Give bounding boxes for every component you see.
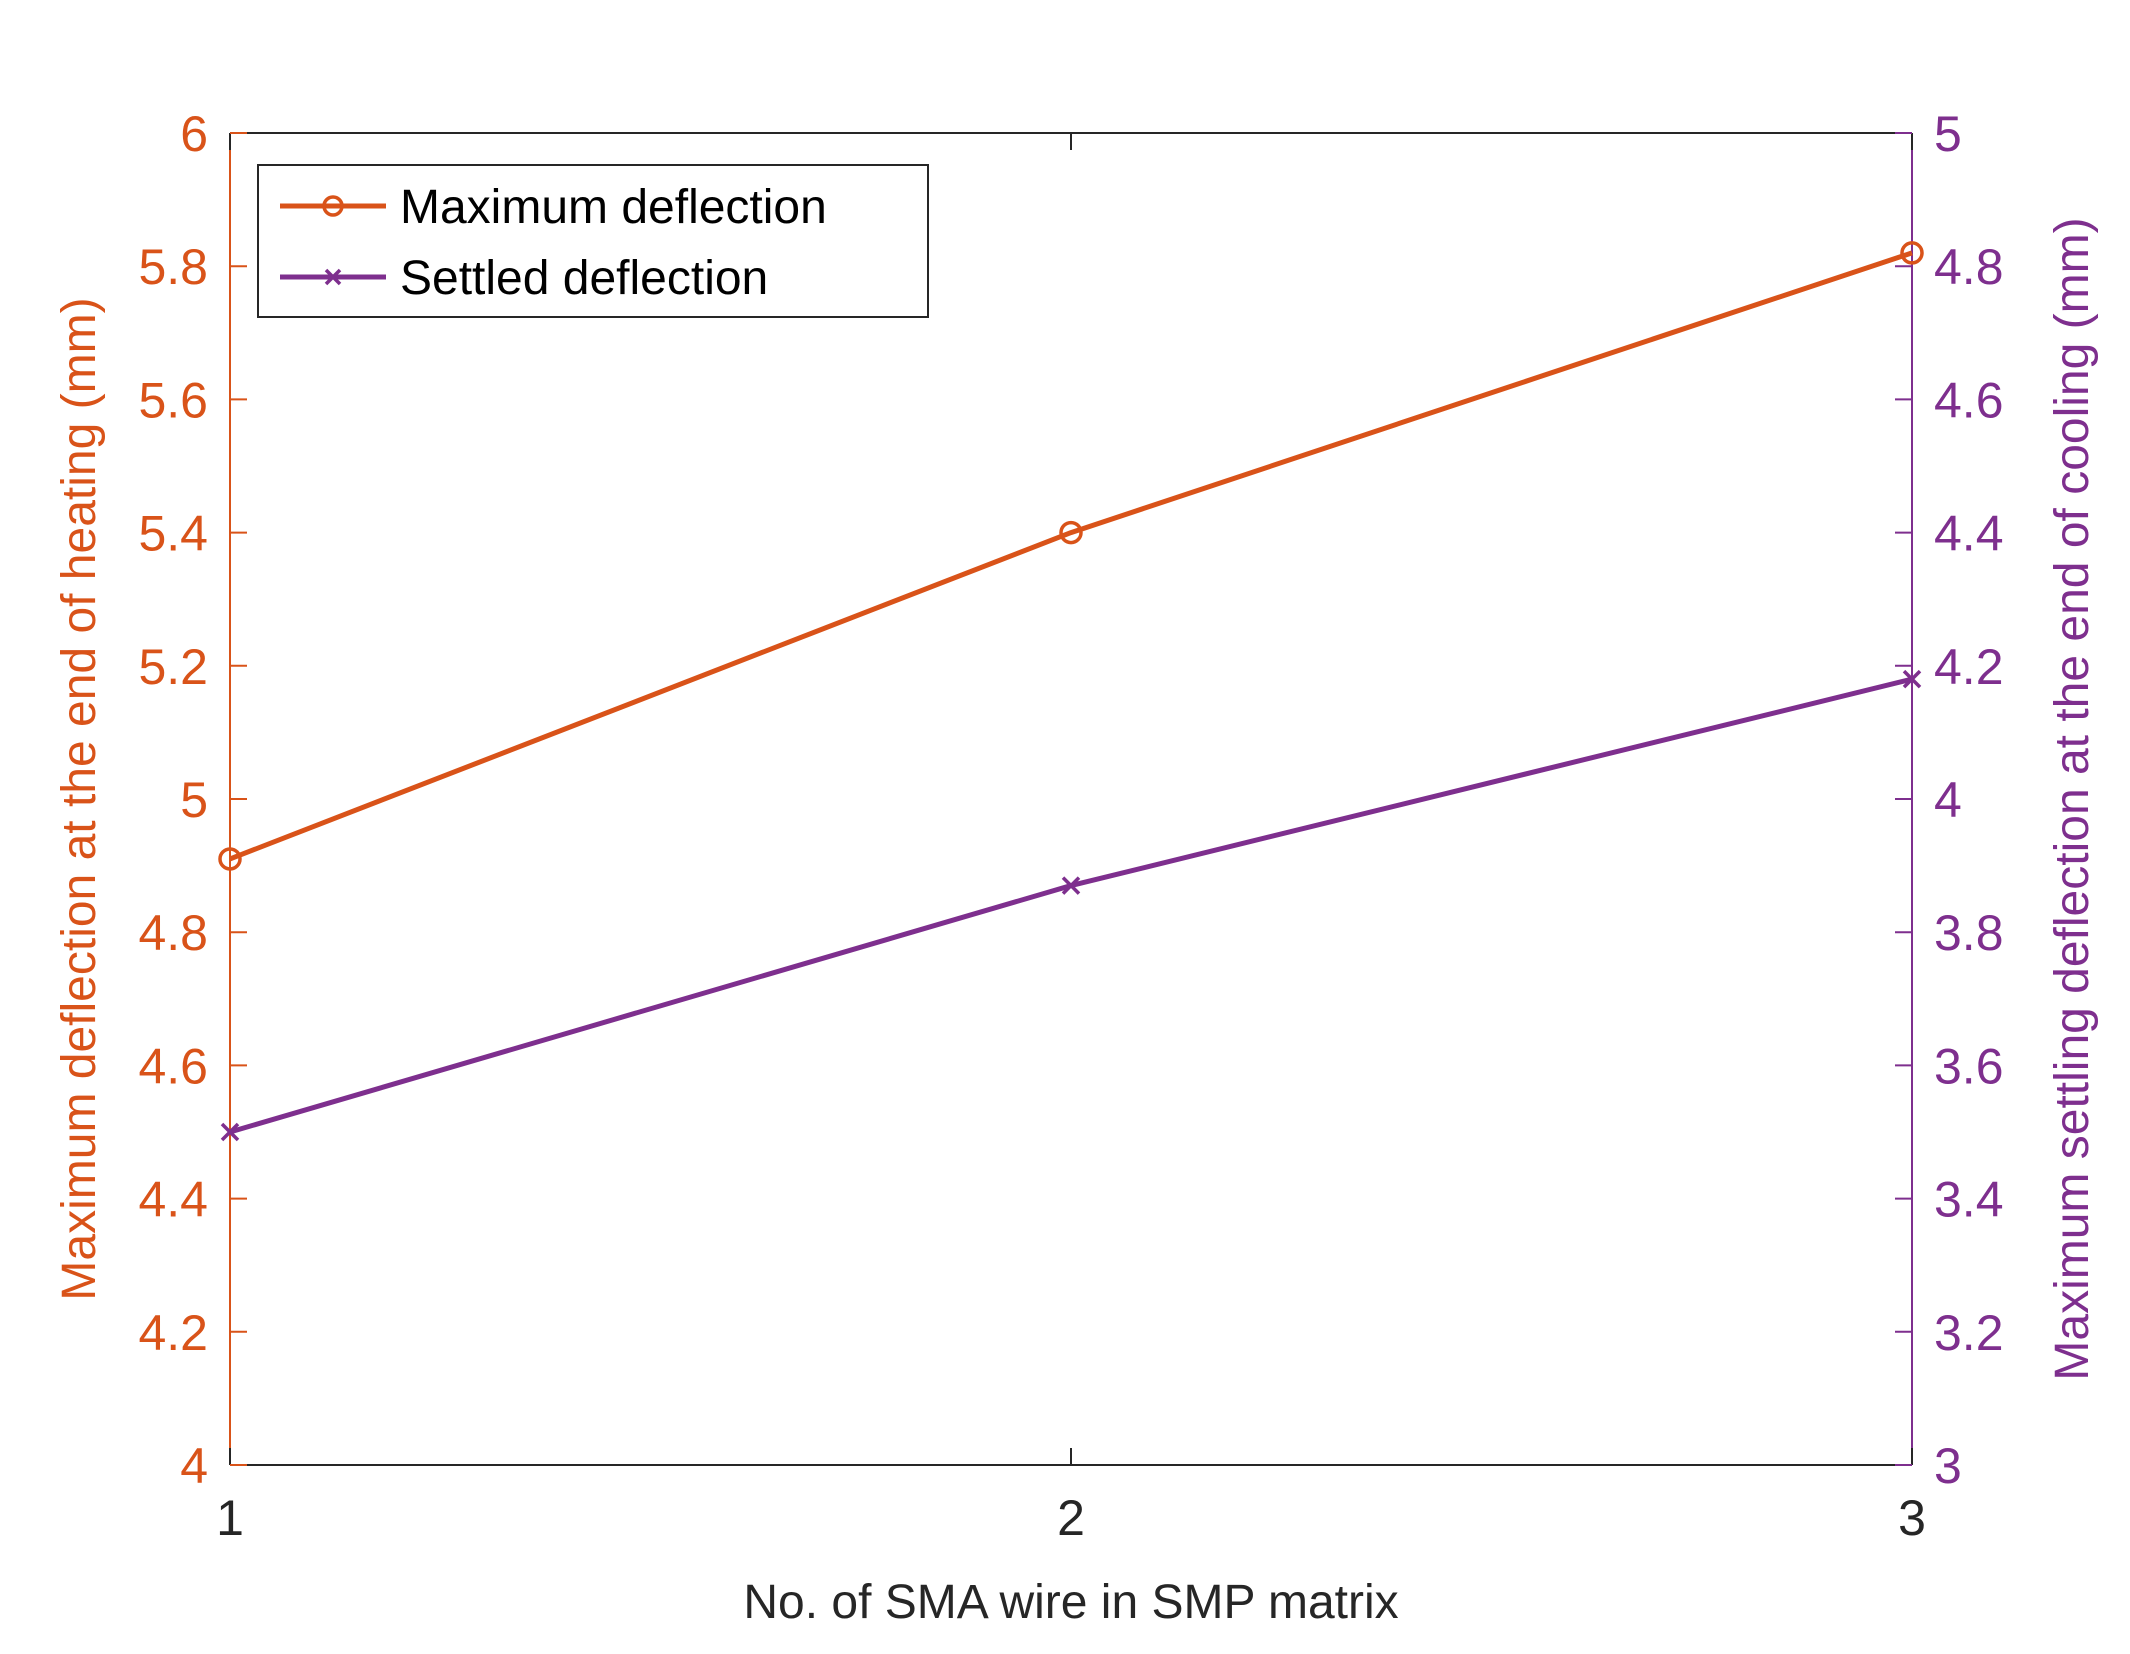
y-left-axis-label: Maximum deflection at the end of heating… [53,297,106,1300]
y-right-tick-label: 3 [1934,1438,1962,1494]
y-right-tick-label: 3.4 [1934,1172,2004,1228]
y-right-tick-label: 3.6 [1934,1038,2004,1094]
y-left-tick-label: 4.8 [138,905,208,961]
y-left-tick-label: 5.2 [138,639,208,695]
data-point-settled-deflection [1061,876,1081,895]
x-tick-label: 3 [1898,1490,1926,1546]
legend-box [257,164,929,318]
x-tick-label: 1 [216,1490,244,1546]
y-right-tick-label: 4.8 [1934,239,2004,295]
y-right-axis-label: Maximum settling deflection at the end o… [2046,217,2099,1380]
data-point-settled-deflection [220,1122,240,1142]
x-tick-label: 2 [1057,1490,1085,1546]
data-point-maximum-deflection [1900,241,1924,265]
y-left-tick-label: 4.6 [138,1038,208,1094]
legend-marker-circle [322,195,344,217]
data-point-maximum-deflection [1059,520,1083,545]
y-left-tick-label: 5 [180,772,208,828]
y-right-tick-label: 4 [1934,772,1962,828]
legend-label: Settled deflection [400,252,768,305]
y-left-tick-label: 4 [180,1438,208,1494]
data-point-maximum-deflection [218,847,242,871]
y-right-tick-label: 4.6 [1934,372,2004,428]
legend-label: Maximum deflection [400,181,827,234]
y-right-tick-label: 3.8 [1934,905,2004,961]
y-right-tick-label: 3.2 [1934,1305,2004,1361]
x-axis-label: No. of SMA wire in SMP matrix [743,1576,1398,1629]
y-right-tick-label: 5 [1934,106,1962,162]
y-left-tick-label: 4.2 [138,1305,208,1361]
series-line-maximum-deflection [229,250,1913,862]
y-right-tick-label: 4.2 [1934,639,2004,695]
data-point-settled-deflection [1902,669,1922,689]
y-left-tick-label: 5.8 [138,239,208,295]
legend-marker-x [324,268,342,286]
y-left-tick-label: 4.4 [138,1172,208,1228]
y-left-tick-label: 5.4 [138,506,208,562]
y-left-tick-label: 6 [180,106,208,162]
y-left-tick-label: 5.6 [138,372,208,428]
y-right-tick-label: 4.4 [1934,506,2004,562]
